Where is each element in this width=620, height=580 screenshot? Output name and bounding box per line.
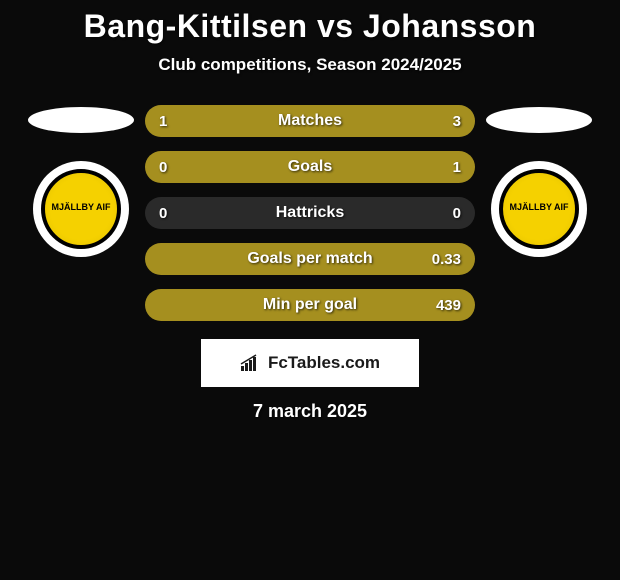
- club-badge-right: MJÄLLBY AIF: [491, 161, 587, 257]
- stat-row: Matches13: [145, 105, 475, 137]
- date-label: 7 march 2025: [0, 401, 620, 422]
- stat-row: Goals01: [145, 151, 475, 183]
- comparison-widget: Bang-Kittilsen vs Johansson Club competi…: [0, 0, 620, 422]
- club-badge-left-text: MJÄLLBY AIF: [51, 203, 110, 212]
- brand-text: FcTables.com: [268, 353, 380, 373]
- stat-row: Hattricks0 0: [145, 197, 475, 229]
- stat-row: Min per goal439: [145, 289, 475, 321]
- stat-value-right: 3: [453, 105, 461, 137]
- stat-bar-right: [145, 289, 475, 321]
- stat-bar-left: [145, 105, 228, 137]
- stat-bar-right: [145, 243, 475, 275]
- stat-value-right: 0.33: [432, 243, 461, 275]
- stat-value-left: 0: [159, 151, 167, 183]
- player-left-column: MJÄLLBY AIF: [27, 105, 135, 257]
- bar-chart-icon: [240, 354, 262, 372]
- page-title: Bang-Kittilsen vs Johansson: [0, 8, 620, 45]
- stat-value-right: 0: [453, 197, 461, 229]
- stat-value-right: 1: [453, 151, 461, 183]
- player-left-avatar-placeholder: [28, 107, 134, 133]
- stat-bar-right: [228, 105, 476, 137]
- stats-panel: Matches13Goals01Hattricks00Goals per mat…: [135, 105, 485, 335]
- brand-attribution: FcTables.com: [201, 339, 419, 387]
- stat-value-left: 1: [159, 105, 167, 137]
- subtitle: Club competitions, Season 2024/2025: [0, 55, 620, 75]
- club-badge-left: MJÄLLBY AIF: [33, 161, 129, 257]
- club-badge-left-inner: MJÄLLBY AIF: [41, 169, 121, 249]
- main-row: MJÄLLBY AIF Matches13Goals01Hattricks00G…: [0, 105, 620, 335]
- stat-value-right: 439: [436, 289, 461, 321]
- player-right-column: MJÄLLBY AIF: [485, 105, 593, 257]
- club-badge-right-text: MJÄLLBY AIF: [509, 203, 568, 212]
- player-right-avatar-placeholder: [486, 107, 592, 133]
- stat-value-left: 0: [159, 197, 167, 229]
- stat-bar-right: [145, 151, 475, 183]
- stat-label: Hattricks: [145, 197, 475, 229]
- stat-row: Goals per match0.33: [145, 243, 475, 275]
- club-badge-right-inner: MJÄLLBY AIF: [499, 169, 579, 249]
